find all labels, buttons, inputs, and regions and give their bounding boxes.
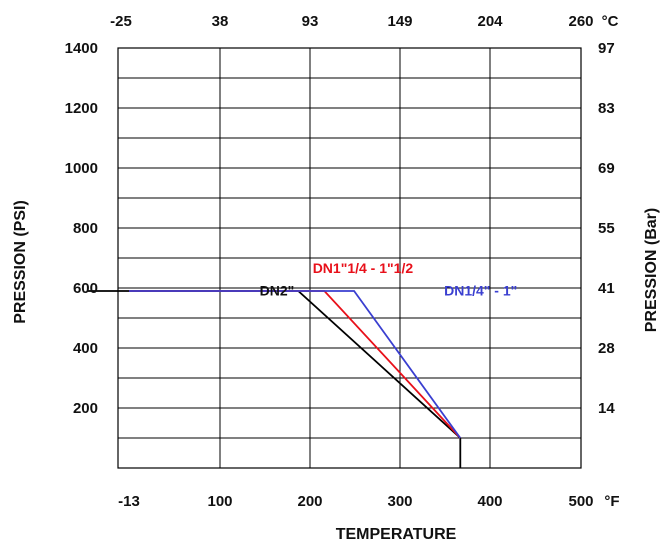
x-tick-label-bottom: 100 (207, 493, 232, 510)
series-label: DN1/4" - 1" (444, 283, 517, 299)
x-unit-bottom: °F (604, 493, 619, 510)
series-label: DN2" (260, 283, 295, 299)
x-tick-label-top: 204 (477, 13, 503, 30)
x-axis-title: TEMPERATURE (336, 526, 457, 543)
y-tick-label-left: 200 (73, 400, 98, 417)
x-tick-label-bottom: 500 (568, 493, 593, 510)
y-tick-label-right: 41 (598, 280, 615, 297)
y-axis-title-left: PRESSION (PSI) (12, 200, 29, 324)
grid (118, 48, 581, 468)
y-tick-label-left: 800 (73, 220, 98, 237)
tick-labels: -13 100 200 300 400 500 -25 38 93 149 204 260 200 400… (65, 13, 616, 510)
x-tick-label-bottom: -13 (118, 493, 140, 510)
y-tick-label-right: 97 (598, 40, 615, 57)
series-label: DN1"1/4 - 1"1/2 (313, 260, 414, 276)
y-tick-label-right: 83 (598, 100, 615, 117)
x-tick-label-bottom: 300 (387, 493, 412, 510)
x-tick-label-top: 38 (212, 13, 229, 30)
x-tick-label-top: 93 (302, 13, 319, 30)
x-tick-label-top: 149 (387, 13, 412, 30)
y-tick-label-right: 14 (598, 400, 615, 417)
y-tick-label-left: 400 (73, 340, 98, 357)
plot-frame (117, 47, 582, 469)
series-line (129, 290, 462, 439)
y-tick-label-right: 28 (598, 340, 615, 357)
x-tick-label-top: 260 (568, 13, 593, 30)
y-axis-title-right: PRESSION (Bar) (643, 208, 660, 332)
series-labels: DN1"1/4 - 1"1/2 DN2" DN1/4" - 1" (260, 260, 518, 299)
y-tick-label-left: 1000 (65, 160, 98, 177)
y-tick-label-left: 600 (73, 280, 98, 297)
x-tick-label-top: -25 (110, 13, 132, 30)
x-unit-top: °C (602, 13, 619, 30)
series-lines (88, 290, 462, 468)
x-tick-label-bottom: 400 (477, 493, 502, 510)
y-tick-label-right: 69 (598, 160, 615, 177)
series-line (129, 290, 461, 439)
y-tick-label-left: 1400 (65, 40, 98, 57)
x-tick-label-bottom: 200 (297, 493, 322, 510)
y-tick-label-right: 55 (598, 220, 615, 237)
y-tick-label-left: 1200 (65, 100, 98, 117)
